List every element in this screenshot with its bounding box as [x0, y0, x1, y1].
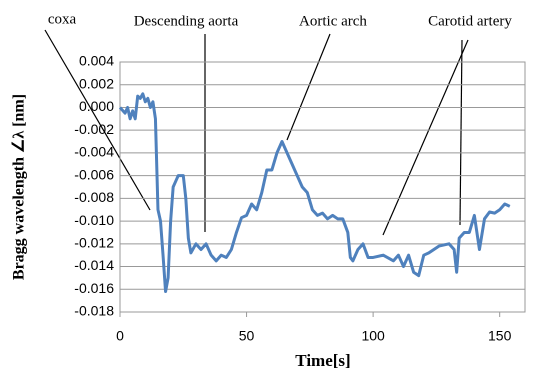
y-tick-label: 0.000: [79, 98, 114, 114]
annotation: Carotid artery: [428, 13, 512, 29]
leader-line: [44, 29, 151, 211]
y-axis-label: Bragg wavelength ∠λ [nm]: [11, 94, 28, 280]
annotation: Aortic arch: [299, 13, 367, 29]
y-tick-label: -0.012: [74, 235, 114, 251]
leader-line: [459, 39, 463, 226]
y-tick-label: -0.006: [74, 166, 114, 182]
annotation: coxa: [48, 11, 77, 27]
y-tick-label: -0.004: [74, 144, 114, 160]
leader-line: [382, 39, 469, 236]
y-tick-label: -0.010: [74, 212, 114, 228]
y-tick-label: 0.004: [79, 53, 114, 69]
x-tick-label: 50: [239, 328, 255, 344]
x-tick-label: 0: [116, 328, 124, 344]
plot-area: [119, 61, 526, 313]
x-tick-label: 150: [488, 328, 512, 344]
y-tick-label: 0.002: [79, 75, 114, 91]
x-axis-label: Time[s]: [295, 351, 350, 370]
y-tick-label: -0.018: [74, 303, 114, 319]
annotation: Descending aorta: [134, 13, 239, 29]
y-tick-label: -0.016: [74, 280, 114, 296]
y-tick-label: -0.014: [74, 257, 114, 273]
y-tick-label: -0.002: [74, 121, 114, 137]
data-line: [118, 92, 511, 294]
y-tick-label: -0.008: [74, 189, 114, 205]
leader-line: [286, 33, 331, 141]
x-tick-label: 100: [361, 328, 385, 344]
